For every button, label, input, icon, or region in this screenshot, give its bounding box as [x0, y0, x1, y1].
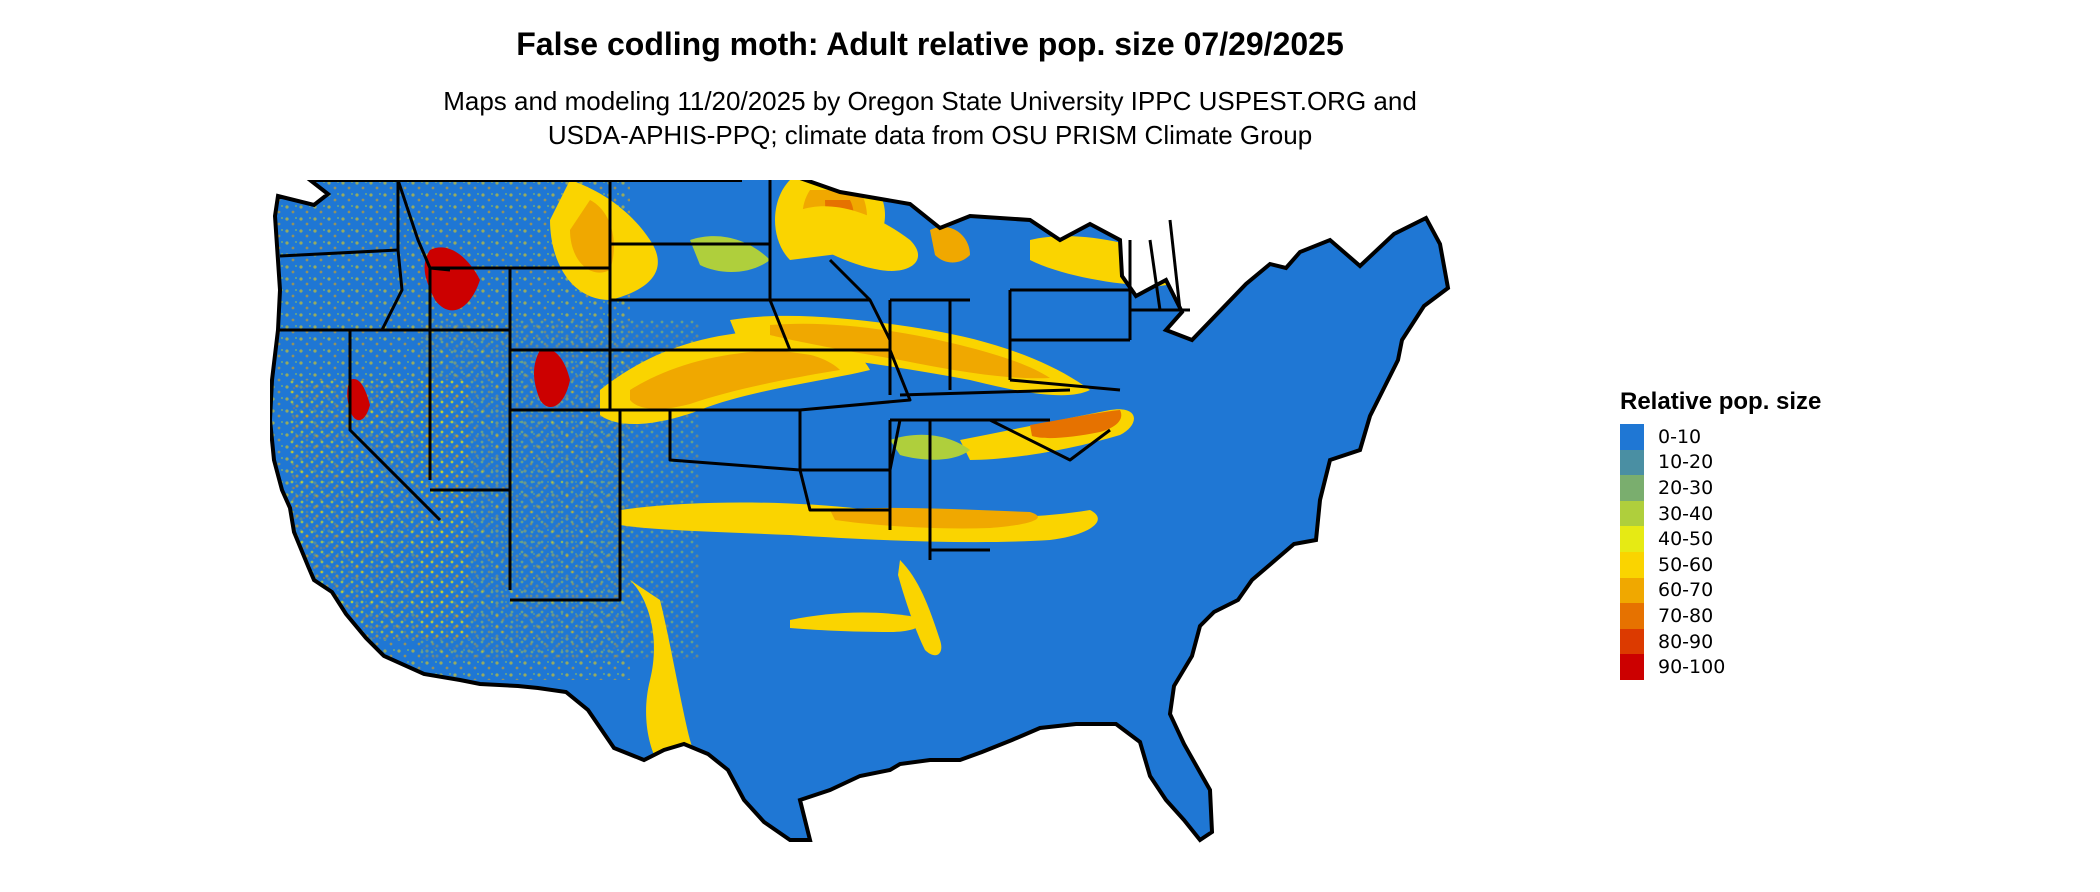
- legend-swatch: [1620, 654, 1644, 680]
- border-wy-co: [508, 268, 610, 352]
- raster-wyoming-red: [424, 247, 480, 311]
- legend-label: 80-90: [1658, 630, 1714, 653]
- border-nh-me: [1168, 219, 1182, 311]
- legend-swatch: [1620, 449, 1644, 476]
- raster-gulf-band: [790, 612, 921, 632]
- subtitle-line-1: Maps and modeling 11/20/2025 by Oregon S…: [443, 86, 1417, 116]
- legend-items: 0-10 10-20 20-30 30-40 40-50 50-60 60-70: [1620, 424, 1821, 680]
- border-va: [1009, 378, 1121, 392]
- raster-montana-core: [570, 200, 614, 273]
- us-map: [270, 180, 1450, 842]
- legend-label: 10-20: [1658, 451, 1714, 474]
- raster-carolina-core: [1030, 410, 1122, 439]
- legend-swatch: [1620, 551, 1644, 578]
- legend-item: 80-90: [1620, 628, 1821, 655]
- legend-item: 70-80: [1620, 603, 1821, 629]
- legend-swatch: [1620, 424, 1644, 450]
- border-la: [798, 469, 890, 512]
- state-boundaries: [278, 180, 1190, 602]
- border-vt-nh: [1148, 239, 1162, 311]
- border-ar: [798, 410, 902, 472]
- border-ia-ne: [768, 299, 792, 351]
- border-nv-ca: [348, 330, 442, 522]
- legend-item: 20-30: [1620, 475, 1821, 501]
- border-nm-tx: [510, 410, 622, 602]
- legend-swatch: [1620, 475, 1644, 501]
- raster-texas-coast: [630, 580, 694, 783]
- raster-south-core: [830, 507, 1038, 529]
- legend-swatch: [1620, 526, 1644, 552]
- legend-swatch: [1620, 628, 1644, 655]
- border-wi: [828, 258, 872, 302]
- legend-label: 40-50: [1658, 528, 1714, 551]
- raster-florida-band: [898, 560, 942, 656]
- border-ok-tx: [668, 410, 801, 472]
- raster-michigan-core: [930, 226, 970, 263]
- legend-label: 90-100: [1658, 656, 1726, 679]
- border-mo: [790, 348, 912, 412]
- legend-label: 20-30: [1658, 476, 1714, 499]
- legend-item: 50-60: [1620, 551, 1821, 578]
- legend-swatch: [1620, 500, 1644, 527]
- border-wa-or: [279, 248, 399, 258]
- legend-item: 30-40: [1620, 500, 1821, 527]
- legend-label: 70-80: [1658, 604, 1714, 627]
- legend-item: 90-100: [1620, 654, 1821, 680]
- map-subtitle: Maps and modeling 11/20/2025 by Oregon S…: [0, 84, 1860, 152]
- raster-midwest-core: [770, 323, 1050, 379]
- raster-greatlakes-band: [800, 206, 919, 271]
- raster-colorado-red: [534, 349, 570, 408]
- legend-label: 30-40: [1658, 502, 1714, 525]
- legend-swatch: [1620, 603, 1644, 629]
- legend: Relative pop. size 0-10 10-20 20-30 30-4…: [1620, 388, 1821, 680]
- border-carolinas: [989, 418, 1111, 462]
- subtitle-line-2: USDA-APHIS-PPQ; climate data from OSU PR…: [547, 120, 1313, 150]
- raster-maine-core: [1150, 206, 1200, 237]
- legend-item: 10-20: [1620, 449, 1821, 476]
- legend-label: 0-10: [1658, 425, 1702, 448]
- legend-label: 50-60: [1658, 553, 1714, 576]
- border-or-id: [380, 249, 404, 331]
- border-ky-tn: [899, 388, 1071, 397]
- legend-item: 40-50: [1620, 526, 1821, 552]
- legend-item: 0-10: [1620, 424, 1821, 450]
- raster-kansas-core: [630, 350, 840, 409]
- legend-swatch: [1620, 577, 1644, 604]
- legend-label: 60-70: [1658, 579, 1714, 602]
- raster-sierra-red: [347, 379, 370, 421]
- legend-item: 60-70: [1620, 577, 1821, 604]
- legend-title: Relative pop. size: [1620, 388, 1822, 415]
- map-title: False codling moth: Adult relative pop. …: [516, 26, 1344, 62]
